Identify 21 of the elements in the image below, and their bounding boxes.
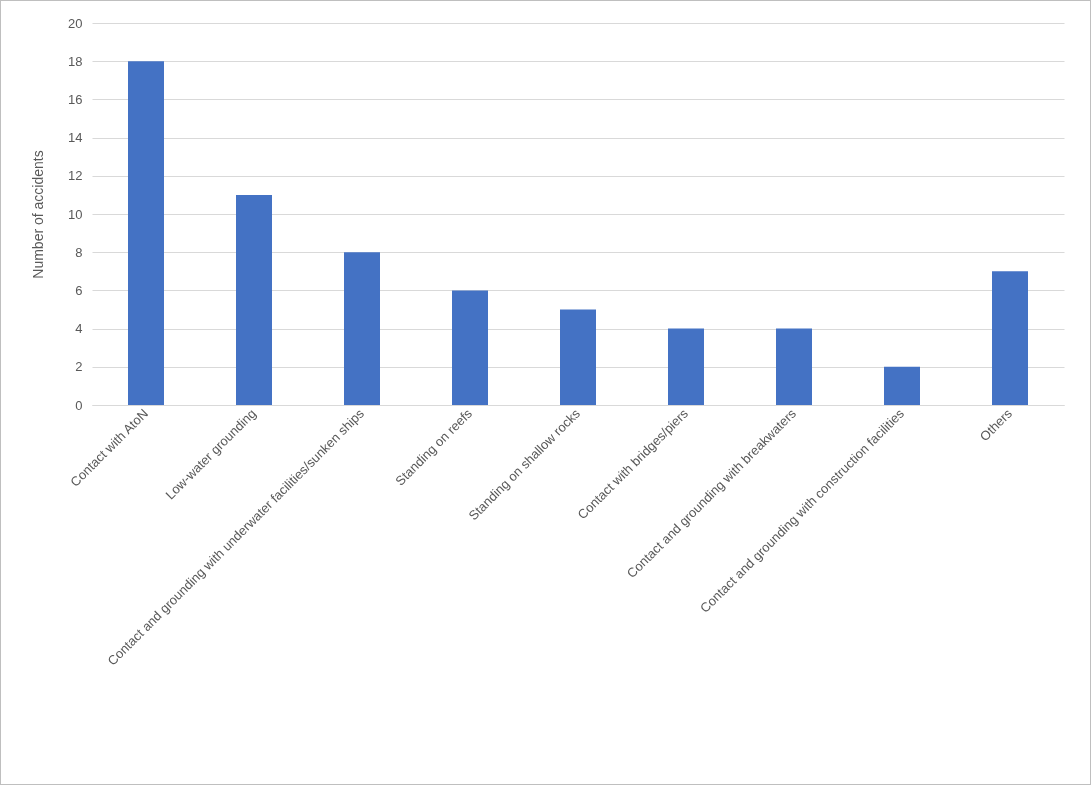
y-tick-label: 16 — [68, 91, 83, 107]
y-tick-label: 0 — [75, 397, 83, 413]
bar — [884, 366, 920, 405]
y-tick-label: 12 — [68, 168, 83, 184]
y-tick-label: 4 — [75, 321, 83, 337]
y-tick-label: 10 — [68, 206, 83, 222]
y-tick-label: 14 — [68, 130, 83, 146]
bar — [128, 61, 164, 405]
bar — [236, 194, 272, 405]
bar — [992, 271, 1028, 405]
bar — [668, 328, 704, 405]
bar — [776, 328, 812, 405]
bar — [560, 309, 596, 405]
bar — [452, 290, 488, 405]
y-tick-label: 8 — [75, 244, 83, 260]
y-axis-title: Number of accidents — [30, 150, 47, 279]
y-tick-label: 6 — [75, 282, 83, 298]
y-tick-label: 2 — [75, 359, 83, 375]
y-tick-label: 20 — [68, 15, 83, 31]
bar — [344, 252, 380, 405]
y-tick-label: 18 — [68, 53, 83, 69]
